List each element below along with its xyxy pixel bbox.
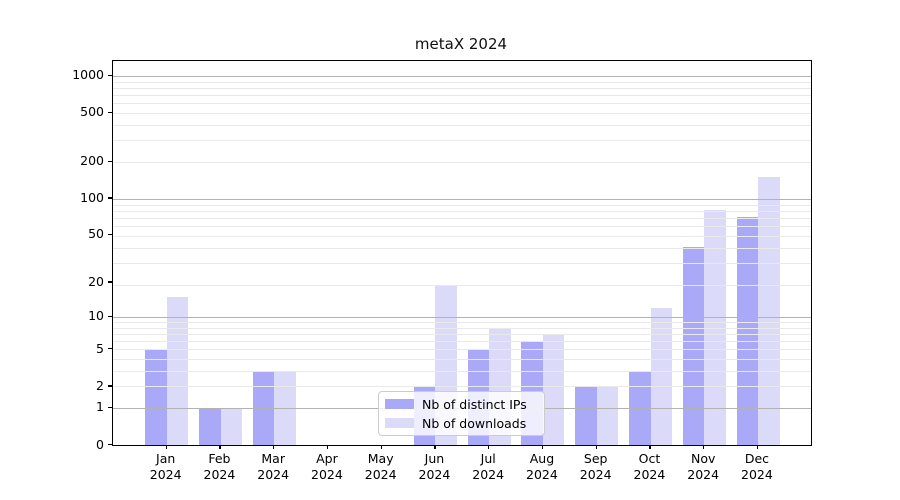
y-tick-label-100: 100 [80,189,104,205]
y-tick-label-20: 20 [88,273,104,289]
gridline-minor [113,263,811,265]
x-tick-mark [756,445,759,449]
bar-ips-sep [575,386,597,445]
x-tick-mark [541,445,544,449]
gridline-minor [113,162,811,163]
legend: Nb of distinct IPs Nb of downloads [378,391,545,436]
gridline-minor [113,327,811,329]
gridline-minor [113,103,811,105]
y-tick-mark [108,160,112,162]
legend-item-distinct-ips: Nb of distinct IPs [385,397,536,412]
y-tick-label-0: 0 [96,436,104,452]
bar-downloads-feb [220,408,242,445]
bar-ips-feb [199,408,221,445]
x-tick-label-jan: Jan 2024 [149,451,182,482]
y-tick-mark [108,444,112,446]
gridline-minor [113,199,811,200]
bar-ips-nov [682,246,705,445]
gridline-minor [113,210,811,212]
y-tick-label-200: 200 [80,153,104,169]
legend-swatch-downloads [385,418,414,428]
x-tick-mark [703,445,705,449]
legend-label-downloads: Nb of downloads [422,415,527,431]
x-tick-label-dec: Dec 2024 [741,451,773,482]
x-tick-mark [434,445,436,449]
y-tick-mark [108,281,112,283]
x-tick-label-oct: Oct 2024 [633,451,666,482]
bar-ips-mar [252,370,275,445]
y-tick-label-1: 1 [96,399,104,415]
gridline-minor [113,322,811,323]
gridline-minor [113,285,811,286]
y-tick-mark [108,197,112,199]
gridline-minor [113,359,811,360]
y-tick-mark [108,406,112,409]
gridline-minor [113,124,811,126]
gridline-minor [113,226,811,228]
x-tick-label-jul: Jul 2024 [472,451,505,482]
bar-ips-dec [736,217,758,445]
x-tick-label-aug: Aug 2024 [526,451,558,482]
gridline-minor [113,370,811,372]
x-tick-label-feb: Feb 2024 [203,451,236,482]
gridline-major-1000 [113,75,811,77]
legend-swatch-distinct-ips [385,399,414,409]
y-tick-mark [108,385,112,387]
x-tick-label-nov: Nov 2024 [687,451,720,482]
x-tick-mark [380,445,382,449]
y-tick-mark [108,74,112,77]
bar-downloads-dec [758,177,780,445]
gridline-minor [113,87,811,89]
bar-downloads-oct [650,308,672,445]
gridline-minor [113,81,811,83]
grid-layer [113,61,811,445]
gridline-major-10 [113,316,811,318]
gridline-minor [113,349,811,351]
gridline-minor [113,140,811,142]
legend-item-downloads: Nb of downloads [385,416,536,431]
bar-ips-jan [145,349,167,445]
gridline-minor [113,333,811,335]
y-tick-label-1000: 1000 [72,67,104,83]
gridline-minor [113,204,811,206]
bar-downloads-aug [542,333,565,445]
x-tick-label-mar: Mar 2024 [257,451,290,482]
gridline-minor [113,95,811,97]
y-tick-mark [108,315,112,318]
chart-title: metaX 2024 [414,35,508,53]
plot-area [112,60,812,446]
gridline-minor [113,341,811,343]
y-tick-mark [108,233,112,236]
y-tick-label-10: 10 [88,308,104,324]
x-tick-mark [488,445,490,449]
x-tick-mark [273,445,275,449]
x-tick-label-apr: Apr 2024 [311,451,343,482]
x-tick-label-jun: Jun 2024 [418,451,451,482]
y-tick-mark [108,111,112,114]
x-tick-label-sep: Sep 2024 [579,451,612,482]
x-tick-mark [649,445,651,449]
gridline-minor [113,218,811,220]
legend-label-distinct-ips: Nb of distinct IPs [422,396,527,412]
gridline-major-100 [113,198,811,200]
y-tick-label-2: 2 [96,377,104,393]
x-tick-mark [219,445,221,449]
x-tick-mark [165,445,167,449]
x-tick-mark [326,445,329,449]
y-tick-mark [108,348,112,350]
x-tick-label-may: May 2024 [364,451,397,482]
gridline-minor [113,113,811,114]
gridline-minor [113,247,811,249]
y-tick-label-500: 500 [80,104,104,120]
gridline-minor [113,236,811,237]
y-tick-label-5: 5 [96,340,104,356]
x-tick-mark [595,445,597,449]
bar-ips-oct [629,370,651,445]
y-tick-label-50: 50 [88,226,104,242]
bar-downloads-mar [274,370,296,445]
gridline-minor [113,386,811,388]
bar-downloads-sep [596,386,619,445]
